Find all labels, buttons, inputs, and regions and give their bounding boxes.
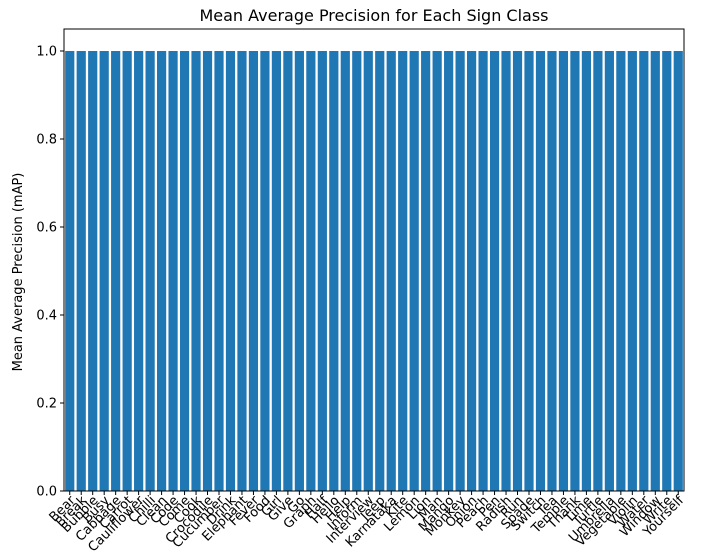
bar-drink (225, 51, 236, 491)
bar-bear (65, 51, 75, 491)
bar-hello (329, 51, 339, 491)
bar-come (179, 51, 190, 491)
bar-cucumber (214, 51, 224, 491)
bar-time (581, 51, 591, 491)
bar-go (294, 51, 304, 491)
bar-break (76, 51, 86, 491)
bar-umbrella (604, 51, 614, 491)
bar-cabbage (111, 51, 121, 491)
bar-run (512, 51, 523, 491)
bar-jeep (375, 51, 385, 491)
y-tick-label: 0.0 (36, 485, 57, 500)
bar-busy (99, 51, 109, 491)
bar-crocodile (202, 51, 213, 491)
bar-elephant (237, 51, 247, 491)
bar-code (168, 51, 178, 491)
bar-chilli (145, 51, 155, 491)
bar-turtle (593, 51, 603, 491)
bar-cauliflower (134, 51, 144, 491)
bar-clean (157, 51, 167, 491)
bar-kite (398, 51, 408, 491)
bar-carrot (122, 51, 132, 491)
y-axis-label: Mean Average Precision (mAP) (11, 173, 26, 372)
x-ticks-layer: BearBreakBubbleBusyCabbageCarrotCauliflo… (47, 491, 687, 555)
bar-peach (478, 51, 488, 491)
bar-food (260, 51, 270, 491)
bar-window (650, 51, 660, 491)
bar-onion (467, 51, 477, 491)
bar-monkey (455, 51, 465, 491)
bar-yourself (673, 51, 683, 491)
bar-karnataka (386, 51, 396, 491)
plot-frame (63, 28, 685, 492)
bar-pen (489, 51, 500, 491)
bar-tea (547, 51, 557, 491)
bar-radish (501, 51, 511, 491)
y-tick-label: 0.4 (36, 309, 57, 324)
bar-write (662, 51, 672, 491)
bar-girl (271, 51, 281, 491)
bar-mango (444, 51, 454, 491)
bar-half (317, 51, 327, 491)
bar-lemon (409, 51, 419, 491)
bar-thank (570, 51, 580, 491)
bar-man (432, 51, 442, 491)
bar-temple (558, 51, 569, 491)
bar-graph (306, 51, 316, 491)
bar-interview (363, 51, 373, 491)
y-tick-label: 0.8 (36, 133, 57, 148)
bar-bubble (88, 51, 98, 491)
y-ticks-layer: 0.0 0.2 0.4 0.6 0.8 1.0 (36, 45, 64, 500)
bar-cook (191, 51, 201, 491)
bar-inform (352, 51, 362, 491)
axes-layer (63, 28, 685, 492)
bar-switch (535, 51, 546, 491)
bar-give (283, 51, 293, 491)
bars-layer (65, 51, 683, 491)
bar-spade (524, 51, 534, 491)
bar-water (639, 51, 649, 491)
bar-lion (421, 51, 431, 491)
bar-help (340, 51, 350, 491)
y-tick-label: 1.0 (36, 45, 57, 60)
bar-violin (627, 51, 637, 491)
bar-vegetable (616, 51, 626, 491)
bar-fever (248, 51, 259, 491)
y-tick-label: 0.6 (36, 221, 57, 236)
y-tick-label: 0.2 (36, 397, 57, 412)
chart-title: Mean Average Precision for Each Sign Cla… (199, 6, 548, 25)
